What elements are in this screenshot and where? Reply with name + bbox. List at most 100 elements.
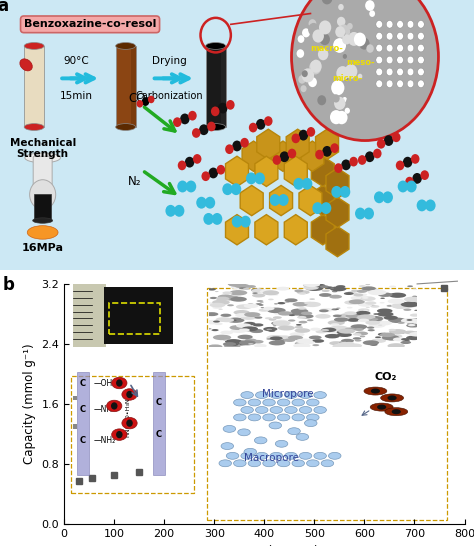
Circle shape — [376, 56, 383, 64]
Circle shape — [225, 144, 234, 154]
Circle shape — [237, 335, 253, 339]
Circle shape — [368, 329, 375, 331]
Ellipse shape — [364, 387, 387, 395]
Circle shape — [333, 314, 342, 317]
Circle shape — [250, 329, 263, 333]
Circle shape — [345, 328, 356, 331]
Circle shape — [232, 341, 249, 346]
Circle shape — [263, 307, 274, 310]
Circle shape — [248, 399, 261, 406]
Circle shape — [412, 332, 421, 335]
Circle shape — [342, 34, 351, 44]
Circle shape — [137, 100, 143, 108]
Circle shape — [348, 103, 356, 112]
Circle shape — [296, 62, 303, 71]
Circle shape — [270, 407, 283, 413]
Circle shape — [373, 320, 381, 323]
Circle shape — [314, 407, 327, 413]
Circle shape — [392, 409, 401, 414]
Circle shape — [331, 186, 342, 198]
Circle shape — [396, 161, 404, 170]
Circle shape — [310, 328, 321, 331]
Circle shape — [304, 420, 317, 426]
Circle shape — [240, 216, 251, 228]
Circle shape — [380, 302, 385, 304]
Circle shape — [220, 313, 231, 317]
Circle shape — [302, 70, 308, 77]
Text: HNCOO•H₃N: HNCOO•H₃N — [125, 397, 130, 437]
Circle shape — [407, 21, 414, 28]
Circle shape — [341, 32, 346, 36]
Circle shape — [238, 429, 250, 436]
Circle shape — [359, 285, 366, 287]
Circle shape — [310, 60, 322, 73]
Y-axis label: Capacity (mmol g⁻¹): Capacity (mmol g⁻¹) — [23, 344, 36, 464]
Circle shape — [372, 318, 378, 321]
Circle shape — [401, 301, 419, 307]
Circle shape — [126, 391, 133, 398]
Circle shape — [301, 85, 307, 92]
Circle shape — [252, 340, 264, 343]
Circle shape — [368, 289, 387, 295]
Circle shape — [401, 318, 419, 324]
Circle shape — [294, 326, 303, 329]
Circle shape — [241, 306, 246, 307]
Circle shape — [244, 312, 261, 317]
Circle shape — [373, 321, 377, 322]
Circle shape — [317, 95, 326, 105]
Circle shape — [278, 311, 292, 316]
Circle shape — [234, 399, 246, 406]
Circle shape — [377, 308, 392, 313]
Circle shape — [148, 96, 155, 103]
Circle shape — [174, 205, 184, 217]
Text: —NH₂: —NH₂ — [94, 436, 116, 445]
Circle shape — [239, 287, 246, 289]
Circle shape — [359, 38, 370, 50]
Circle shape — [353, 333, 362, 336]
Circle shape — [406, 298, 418, 302]
Circle shape — [404, 319, 417, 323]
Circle shape — [235, 284, 250, 288]
Circle shape — [336, 285, 346, 288]
Circle shape — [337, 342, 352, 346]
Circle shape — [338, 25, 350, 38]
Circle shape — [273, 316, 282, 319]
Circle shape — [241, 407, 254, 413]
Circle shape — [277, 399, 290, 406]
Circle shape — [351, 290, 359, 292]
Circle shape — [231, 284, 249, 290]
Circle shape — [338, 329, 356, 334]
Circle shape — [345, 108, 350, 114]
Circle shape — [355, 296, 366, 300]
Circle shape — [307, 127, 315, 136]
Circle shape — [248, 414, 261, 421]
Circle shape — [201, 171, 210, 181]
Circle shape — [260, 289, 273, 294]
Circle shape — [365, 288, 380, 293]
Circle shape — [346, 45, 351, 51]
Circle shape — [259, 308, 269, 312]
Circle shape — [185, 157, 194, 168]
Circle shape — [248, 460, 261, 467]
Circle shape — [376, 80, 383, 87]
Circle shape — [240, 138, 249, 147]
FancyBboxPatch shape — [206, 46, 226, 127]
Circle shape — [405, 177, 414, 187]
Circle shape — [312, 202, 323, 214]
Circle shape — [271, 322, 284, 325]
Circle shape — [226, 453, 239, 459]
Bar — [73, 284, 106, 347]
Circle shape — [247, 304, 254, 305]
Circle shape — [241, 391, 254, 399]
Circle shape — [266, 338, 273, 340]
Circle shape — [268, 330, 275, 332]
Text: 90°C: 90°C — [63, 56, 89, 66]
Circle shape — [354, 328, 364, 331]
Circle shape — [235, 313, 249, 317]
Circle shape — [352, 314, 362, 317]
Circle shape — [177, 181, 188, 192]
Circle shape — [306, 286, 323, 291]
Circle shape — [397, 80, 403, 87]
Circle shape — [409, 332, 425, 336]
Circle shape — [216, 296, 229, 301]
